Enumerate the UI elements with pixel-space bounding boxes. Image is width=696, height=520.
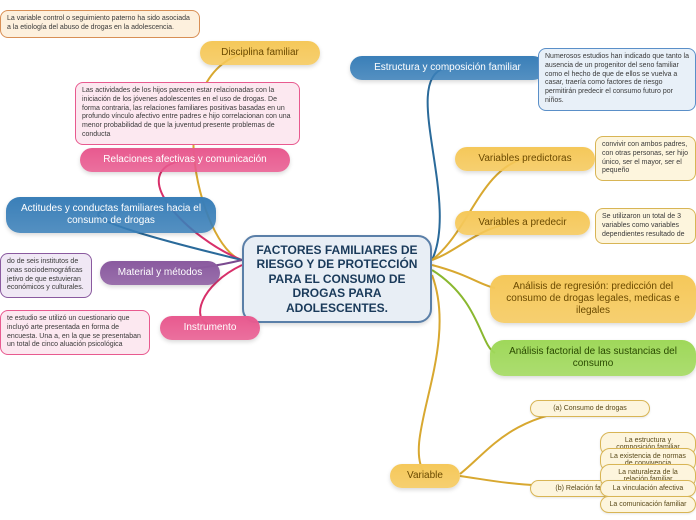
note-n6: convivir con ambos padres, con otras per… xyxy=(595,136,696,181)
node-predictoras: Variables predictoras xyxy=(455,147,595,171)
node-relaciones: Relaciones afectivas y comunicación xyxy=(80,148,290,172)
note-n1: La variable control o seguimiento patern… xyxy=(0,10,200,38)
note-n7: Se utilizaron un total de 3 variables co… xyxy=(595,208,696,244)
node-factorial: Análisis factorial de las sustancias del… xyxy=(490,340,696,376)
note-n4: te estudio se utilizó un cuestionario qu… xyxy=(0,310,150,355)
node-regresion: Análisis de regresión: predicción del co… xyxy=(490,275,696,323)
subnode-consumo: (a) Consumo de drogas xyxy=(530,400,650,417)
note-n5: Numerosos estudios han indicado que tant… xyxy=(538,48,696,111)
node-material: Material y métodos xyxy=(100,261,220,285)
node-instrumento: Instrumento xyxy=(160,316,260,340)
node-disciplina: Disciplina familiar xyxy=(200,41,320,65)
note-n2: Las actividades de los hijos parecen est… xyxy=(75,82,300,145)
node-apredecir: Variables a predecir xyxy=(455,211,590,235)
node-estructura: Estructura y composición familiar xyxy=(350,56,545,80)
center-node: FACTORES FAMILIARES DE RIESGO Y DE PROTE… xyxy=(242,235,432,323)
note-n3: do de seis institutos de onas sociodemog… xyxy=(0,253,92,298)
node-actitudes: Actitudes y conductas familiares hacia e… xyxy=(6,197,216,233)
node-variable: Variable xyxy=(390,464,460,488)
subnode-sub5: La comunicación familiar xyxy=(600,496,696,513)
subnode-sub4: La vinculación afectiva xyxy=(600,480,696,497)
